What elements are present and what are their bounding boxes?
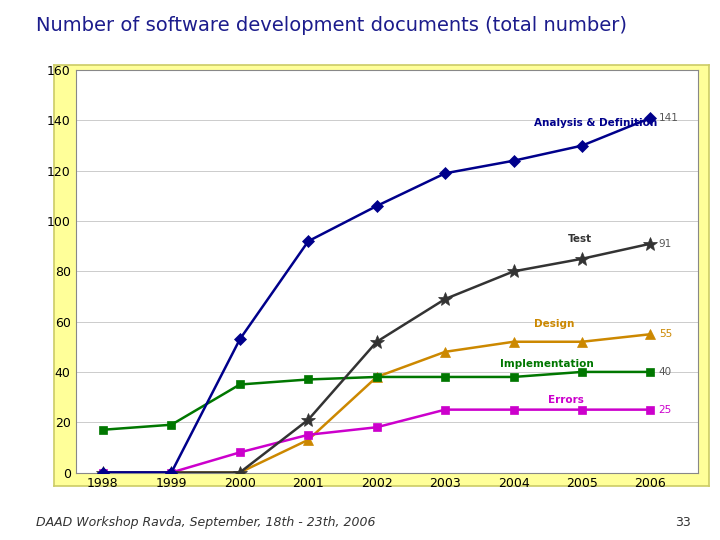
Text: Implementation: Implementation [500, 360, 594, 369]
Text: Analysis & Definition: Analysis & Definition [534, 118, 657, 128]
Text: Errors: Errors [548, 395, 584, 404]
Text: 55: 55 [659, 329, 672, 339]
Text: 33: 33 [675, 516, 691, 529]
Text: 40: 40 [659, 367, 672, 377]
Text: Design: Design [534, 319, 575, 329]
Text: 25: 25 [659, 404, 672, 415]
Text: Number of software development documents (total number): Number of software development documents… [36, 16, 627, 35]
Text: DAAD Workshop Ravda, September, 18th - 23th, 2006: DAAD Workshop Ravda, September, 18th - 2… [36, 516, 376, 529]
Text: 91: 91 [659, 239, 672, 249]
Text: Test: Test [568, 234, 593, 244]
Text: 141: 141 [659, 113, 678, 123]
